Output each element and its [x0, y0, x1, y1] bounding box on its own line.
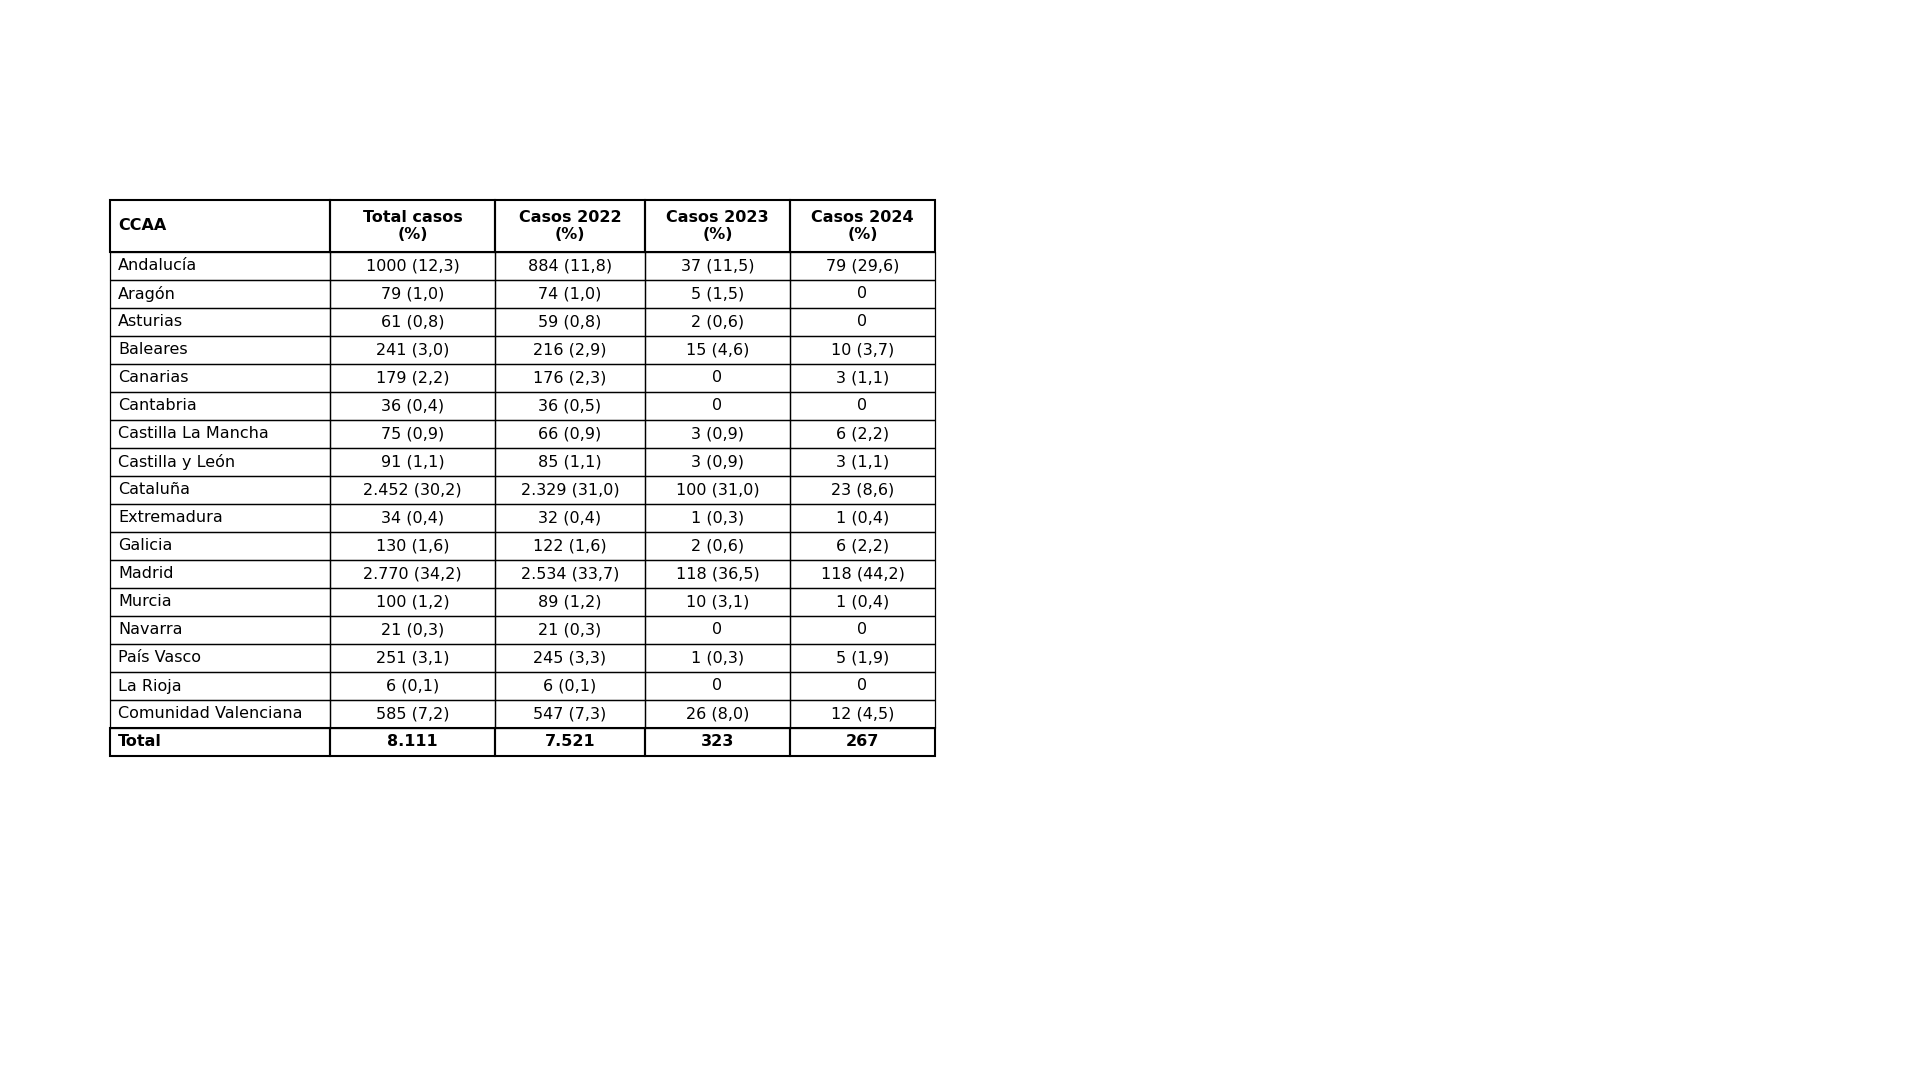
Text: 91 (1,1): 91 (1,1): [380, 455, 444, 470]
Text: 0: 0: [858, 314, 868, 329]
Text: 59 (0,8): 59 (0,8): [538, 314, 601, 329]
Text: Asturias: Asturias: [117, 314, 182, 329]
Text: 0: 0: [712, 370, 722, 386]
Text: 3 (1,1): 3 (1,1): [835, 370, 889, 386]
Text: 75 (0,9): 75 (0,9): [380, 427, 444, 442]
Text: 1 (0,4): 1 (0,4): [835, 594, 889, 609]
Text: 89 (1,2): 89 (1,2): [538, 594, 601, 609]
Text: Galicia: Galicia: [117, 539, 173, 553]
Text: 36 (0,4): 36 (0,4): [380, 399, 444, 414]
Text: 5 (1,9): 5 (1,9): [835, 650, 889, 665]
Text: 79 (1,0): 79 (1,0): [380, 286, 444, 301]
Text: 6 (0,1): 6 (0,1): [386, 678, 440, 693]
Text: Castilla y León: Castilla y León: [117, 454, 234, 470]
Text: Comunidad Valenciana: Comunidad Valenciana: [117, 706, 303, 721]
Text: 122 (1,6): 122 (1,6): [534, 539, 607, 553]
Text: 21 (0,3): 21 (0,3): [380, 622, 444, 637]
Text: 3 (0,9): 3 (0,9): [691, 455, 745, 470]
Text: 66 (0,9): 66 (0,9): [538, 427, 601, 442]
Text: Cantabria: Cantabria: [117, 399, 196, 414]
Text: 74 (1,0): 74 (1,0): [538, 286, 601, 301]
Text: Canarias: Canarias: [117, 370, 188, 386]
Text: 6 (2,2): 6 (2,2): [835, 427, 889, 442]
Text: 1 (0,3): 1 (0,3): [691, 511, 745, 526]
Text: 130 (1,6): 130 (1,6): [376, 539, 449, 553]
Text: 7.521: 7.521: [545, 734, 595, 750]
Text: 0: 0: [858, 286, 868, 301]
Text: Casos 2024
(%): Casos 2024 (%): [810, 210, 914, 242]
Text: 10 (3,7): 10 (3,7): [831, 342, 895, 357]
Text: 216 (2,9): 216 (2,9): [534, 342, 607, 357]
Text: 79 (29,6): 79 (29,6): [826, 258, 899, 273]
Text: 2.770 (34,2): 2.770 (34,2): [363, 567, 463, 581]
Text: 0: 0: [858, 622, 868, 637]
Text: 3 (0,9): 3 (0,9): [691, 427, 745, 442]
Text: 2 (0,6): 2 (0,6): [691, 314, 745, 329]
Text: 21 (0,3): 21 (0,3): [538, 622, 601, 637]
Text: 36 (0,5): 36 (0,5): [538, 399, 601, 414]
Text: 884 (11,8): 884 (11,8): [528, 258, 612, 273]
Text: 547 (7,3): 547 (7,3): [534, 706, 607, 721]
Text: 1000 (12,3): 1000 (12,3): [365, 258, 459, 273]
Text: Murcia: Murcia: [117, 594, 171, 609]
Text: Extremadura: Extremadura: [117, 511, 223, 526]
Text: 118 (36,5): 118 (36,5): [676, 567, 760, 581]
Text: 37 (11,5): 37 (11,5): [682, 258, 755, 273]
Text: 85 (1,1): 85 (1,1): [538, 455, 601, 470]
Text: Cataluña: Cataluña: [117, 483, 190, 498]
Text: País Vasco: País Vasco: [117, 650, 202, 665]
Text: 8.111: 8.111: [388, 734, 438, 750]
Text: 1 (0,4): 1 (0,4): [835, 511, 889, 526]
Text: 100 (1,2): 100 (1,2): [376, 594, 449, 609]
Text: Baleares: Baleares: [117, 342, 188, 357]
Text: 6 (2,2): 6 (2,2): [835, 539, 889, 553]
Text: 0: 0: [712, 399, 722, 414]
Text: 26 (8,0): 26 (8,0): [685, 706, 749, 721]
Text: 245 (3,3): 245 (3,3): [534, 650, 607, 665]
Text: 0: 0: [712, 678, 722, 693]
Text: 34 (0,4): 34 (0,4): [380, 511, 444, 526]
Text: 61 (0,8): 61 (0,8): [380, 314, 444, 329]
Text: 0: 0: [712, 622, 722, 637]
Text: 2.452 (30,2): 2.452 (30,2): [363, 483, 463, 498]
Text: 118 (44,2): 118 (44,2): [820, 567, 904, 581]
Text: Total: Total: [117, 734, 161, 750]
Text: 1 (0,3): 1 (0,3): [691, 650, 745, 665]
Text: 2 (0,6): 2 (0,6): [691, 539, 745, 553]
Text: 241 (3,0): 241 (3,0): [376, 342, 449, 357]
Text: 0: 0: [858, 399, 868, 414]
Text: 267: 267: [847, 734, 879, 750]
Text: Aragón: Aragón: [117, 286, 177, 302]
Text: 2.534 (33,7): 2.534 (33,7): [520, 567, 618, 581]
Text: Casos 2023
(%): Casos 2023 (%): [666, 210, 768, 242]
Text: 176 (2,3): 176 (2,3): [534, 370, 607, 386]
Text: 100 (31,0): 100 (31,0): [676, 483, 758, 498]
Text: Total casos
(%): Total casos (%): [363, 210, 463, 242]
Text: Casos 2022
(%): Casos 2022 (%): [518, 210, 622, 242]
Text: Navarra: Navarra: [117, 622, 182, 637]
Text: 12 (4,5): 12 (4,5): [831, 706, 895, 721]
Text: 32 (0,4): 32 (0,4): [538, 511, 601, 526]
Text: 10 (3,1): 10 (3,1): [685, 594, 749, 609]
Text: Andalucía: Andalucía: [117, 258, 198, 273]
Text: 2.329 (31,0): 2.329 (31,0): [520, 483, 620, 498]
Text: 5 (1,5): 5 (1,5): [691, 286, 745, 301]
Text: 23 (8,6): 23 (8,6): [831, 483, 895, 498]
Text: 585 (7,2): 585 (7,2): [376, 706, 449, 721]
Text: 6 (0,1): 6 (0,1): [543, 678, 597, 693]
Text: Madrid: Madrid: [117, 567, 173, 581]
Text: 3 (1,1): 3 (1,1): [835, 455, 889, 470]
Text: La Rioja: La Rioja: [117, 678, 182, 693]
Text: 179 (2,2): 179 (2,2): [376, 370, 449, 386]
Text: 0: 0: [858, 678, 868, 693]
Text: 251 (3,1): 251 (3,1): [376, 650, 449, 665]
Text: Castilla La Mancha: Castilla La Mancha: [117, 427, 269, 442]
Text: CCAA: CCAA: [117, 218, 167, 233]
Text: 323: 323: [701, 734, 733, 750]
Text: 15 (4,6): 15 (4,6): [685, 342, 749, 357]
